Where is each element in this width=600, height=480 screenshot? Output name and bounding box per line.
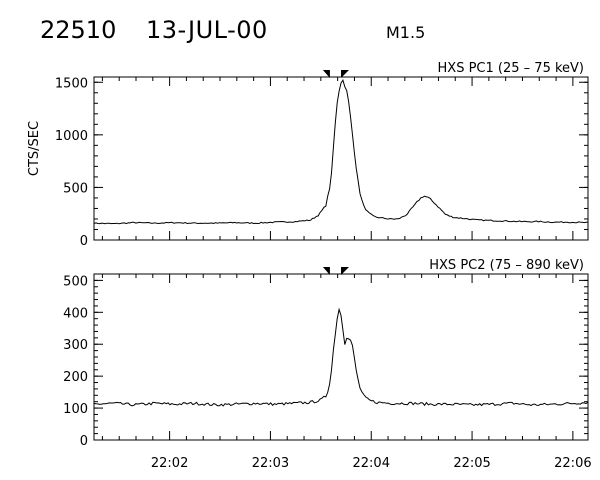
x-tick-label: 22:05 [453, 456, 490, 471]
y-tick-label: 0 [80, 434, 88, 449]
y-tick-label: 200 [63, 370, 88, 385]
y-tick-label: 400 [63, 306, 88, 321]
lightcurve-line [93, 79, 589, 225]
panel-frame [93, 76, 589, 241]
y-tick-label: 1500 [55, 76, 88, 91]
x-tick-label: 22:06 [554, 456, 591, 471]
y-tick-label: 500 [63, 274, 88, 289]
y-tick-label: 300 [63, 338, 88, 353]
y-tick-label: 0 [80, 234, 88, 249]
time-marker [322, 267, 330, 275]
panel-title: HXS PC1 (25 – 75 keV) [438, 61, 584, 76]
lightcurve-line [93, 307, 589, 407]
panel-frame [93, 273, 589, 441]
time-marker [341, 267, 350, 275]
x-tick-label: 22:02 [151, 456, 188, 471]
y-axis-label: CTS/SEC [27, 121, 42, 176]
panel-title: HXS PC2 (75 – 890 keV) [429, 258, 584, 273]
y-tick-label: 100 [63, 402, 88, 417]
x-tick-label: 22:03 [252, 456, 289, 471]
y-tick-label: 1000 [55, 129, 88, 144]
event-date: 13-JUL-00 [146, 16, 268, 44]
time-marker [341, 70, 350, 78]
x-tick-label: 22:04 [353, 456, 390, 471]
flare-class: M1.5 [386, 23, 426, 42]
event-id: 22510 [40, 16, 117, 44]
y-tick-label: 500 [63, 181, 88, 196]
time-marker [322, 70, 330, 78]
